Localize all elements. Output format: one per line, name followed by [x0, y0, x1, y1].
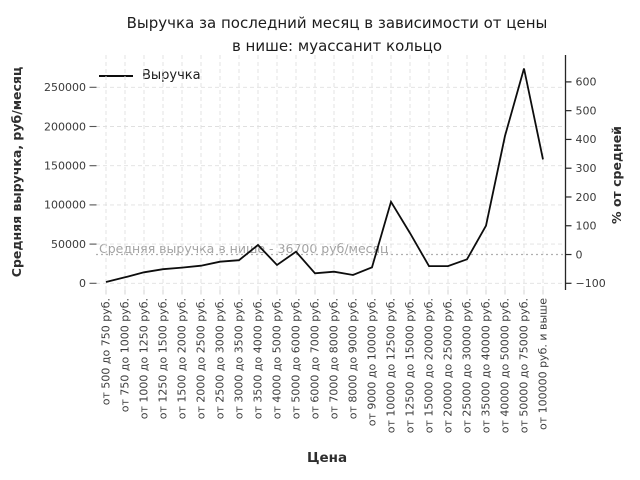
- y-tick-label-right: 200: [576, 191, 597, 204]
- x-tick-label: от 4000 до 5000 руб.: [271, 298, 284, 419]
- y-tick-label-right: 0: [576, 248, 583, 261]
- x-tick-label: от 9000 до 10000 руб.: [366, 298, 379, 426]
- x-tick-label: от 1500 до 2000 руб.: [176, 298, 189, 419]
- x-tick-label: от 5000 до 6000 руб.: [290, 298, 303, 419]
- chart-title: Выручка за последний месяц в зависимости…: [126, 14, 548, 55]
- x-tick-label: от 2000 до 2500 руб.: [195, 298, 208, 419]
- y-tick-label-left: 100000: [44, 199, 86, 212]
- y-tick-label-right: 300: [576, 162, 597, 175]
- y-tick-label-left: 0: [79, 277, 86, 290]
- x-tick-label: от 1250 до 1500 руб.: [157, 298, 170, 419]
- y-tick-label-right: 600: [576, 76, 597, 89]
- x-tick-label: от 20000 до 25000 руб.: [442, 298, 455, 433]
- x-tick-label: от 500 до 750 руб.: [100, 298, 113, 405]
- x-tick-label: от 100000 руб. и выше: [537, 298, 550, 430]
- legend-line-sample: [99, 74, 133, 77]
- x-tick-label: от 3000 до 3500 руб.: [233, 298, 246, 419]
- y-tick-label-right: 500: [576, 104, 597, 117]
- x-tick-label: от 40000 до 50000 руб.: [499, 298, 512, 433]
- x-tick-label: от 12500 до 15000 руб.: [404, 298, 417, 433]
- x-tick-label: от 6000 до 7000 руб.: [309, 298, 322, 419]
- y-tick-label-right: −100: [576, 277, 606, 290]
- y-tick-label-right: 100: [576, 220, 597, 233]
- x-tick-label: от 750 до 1000 руб.: [119, 298, 132, 412]
- y-tick-label-left: 250000: [44, 81, 86, 94]
- x-tick-label: от 3500 до 4000 руб.: [252, 298, 265, 419]
- average-line-annotation: Средняя выручка в нише - 36700 руб/месяц: [99, 241, 389, 256]
- x-tick-label: от 10000 до 12500 руб.: [385, 298, 398, 433]
- y-tick-label-left: 200000: [44, 120, 86, 133]
- x-tick-label: от 7000 до 8000 руб.: [328, 298, 341, 419]
- legend: Выручка: [99, 68, 201, 83]
- legend-label: Выручка: [142, 68, 201, 83]
- y-tick-label-left: 150000: [44, 160, 86, 173]
- revenue-line: [105, 68, 544, 283]
- x-tick-label: от 1000 до 1250 руб.: [138, 298, 151, 419]
- x-tick-label: от 8000 до 9000 руб.: [347, 298, 360, 419]
- x-tick-label: от 35000 до 40000 руб.: [480, 298, 493, 433]
- x-tick-label: от 25000 до 30000 руб.: [461, 298, 474, 433]
- y-tick-label-left: 50000: [51, 238, 86, 251]
- x-axis-label: Цена: [306, 450, 348, 466]
- x-tick-label: от 2500 до 3000 руб.: [214, 298, 227, 419]
- x-tick-label: от 50000 до 75000 руб.: [518, 298, 531, 433]
- x-tick-label: от 15000 до 20000 руб.: [423, 298, 436, 433]
- y-tick-label-right: 400: [576, 133, 597, 146]
